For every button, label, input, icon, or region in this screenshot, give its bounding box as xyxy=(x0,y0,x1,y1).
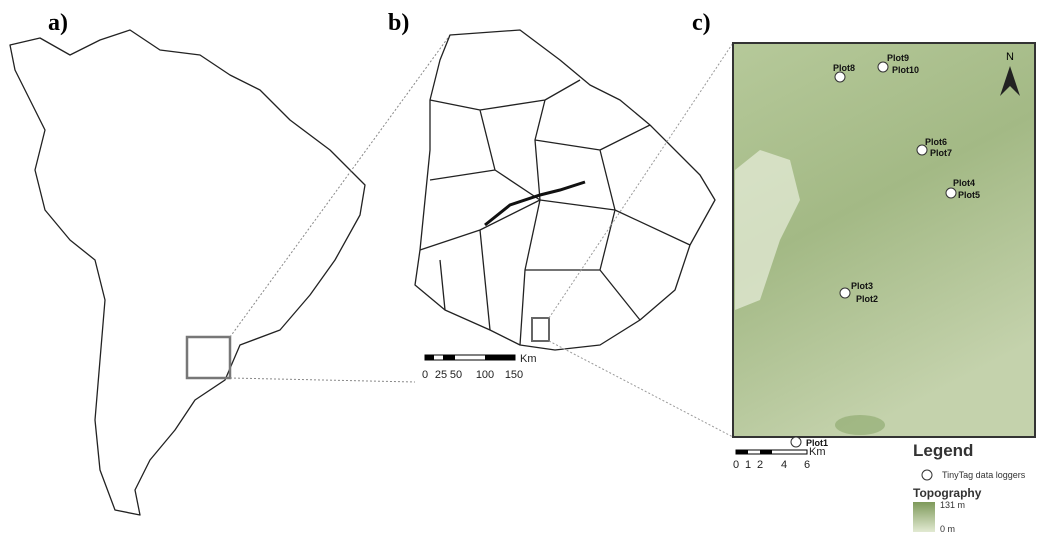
plot-label: Plot10 xyxy=(892,65,919,75)
plot-label: Plot4 xyxy=(953,178,975,188)
scale-segment xyxy=(760,450,772,454)
leader-line xyxy=(549,341,733,437)
scale-tick: 50 xyxy=(450,369,462,381)
scale-segment xyxy=(485,355,515,360)
plot-label: Plot5 xyxy=(958,190,980,200)
scale-tick: 100 xyxy=(476,369,494,381)
plot-label: Plot6 xyxy=(925,137,947,147)
scale-tick: 2 xyxy=(757,459,763,471)
leader-line xyxy=(549,43,733,318)
scale-segment xyxy=(736,450,748,454)
department-borders xyxy=(420,80,690,345)
panel-label: c) xyxy=(692,10,711,36)
legend: Legend TinyTag data loggers Topography 1… xyxy=(913,441,1026,534)
scale-unit: Km xyxy=(809,446,826,458)
panel-label: a) xyxy=(48,10,68,36)
country-outline xyxy=(415,30,715,350)
scale-tick: 0 xyxy=(733,459,739,471)
figure: a) b) Km 0 25 50 100 150 c) xyxy=(0,0,1038,535)
panel-c: c) N Plot1 Plot2 Plot3 Plot4 Plot5 Plot6… xyxy=(692,10,1035,534)
plot-marker xyxy=(791,437,801,447)
legend-marker xyxy=(922,470,932,480)
leader-line xyxy=(230,35,450,337)
legend-topography-title: Topography xyxy=(913,486,982,500)
legend-max: 131 m xyxy=(940,500,965,510)
scale-segment xyxy=(443,355,455,360)
plot-marker xyxy=(946,188,956,198)
scale-segment xyxy=(425,355,434,360)
plot-label: Plot7 xyxy=(930,148,952,158)
plot-label: Plot8 xyxy=(833,63,855,73)
plot-marker xyxy=(878,62,888,72)
panel-b: b) Km 0 25 50 100 150 xyxy=(388,10,733,437)
north-label: N xyxy=(1006,51,1014,63)
panel-label: b) xyxy=(388,10,409,36)
scale-bar: Km 0 1 2 4 6 xyxy=(733,446,826,471)
scale-tick: 150 xyxy=(505,369,523,381)
scale-tick: 4 xyxy=(781,459,787,471)
inset-box xyxy=(187,337,230,378)
plot-marker xyxy=(835,72,845,82)
plot-label: Plot3 xyxy=(851,281,873,291)
legend-marker-label: TinyTag data loggers xyxy=(942,470,1026,480)
panel-a: a) xyxy=(10,10,450,515)
scale-tick: 1 xyxy=(745,459,751,471)
scale-tick: 6 xyxy=(804,459,810,471)
plot-label: Plot2 xyxy=(856,294,878,304)
legend-title: Legend xyxy=(913,441,973,460)
inset-box xyxy=(532,318,549,341)
scale-tick: 0 xyxy=(422,369,428,381)
legend-min: 0 m xyxy=(940,524,955,534)
scale-tick: 25 xyxy=(435,369,447,381)
scale-bar: Km 0 25 50 100 150 xyxy=(422,353,537,381)
legend-ramp xyxy=(913,502,935,532)
plot-marker xyxy=(840,288,850,298)
leader-line xyxy=(230,378,415,382)
plot-label: Plot9 xyxy=(887,53,909,63)
scale-unit: Km xyxy=(520,353,537,365)
continent-outline xyxy=(10,30,365,515)
highland xyxy=(835,415,885,435)
